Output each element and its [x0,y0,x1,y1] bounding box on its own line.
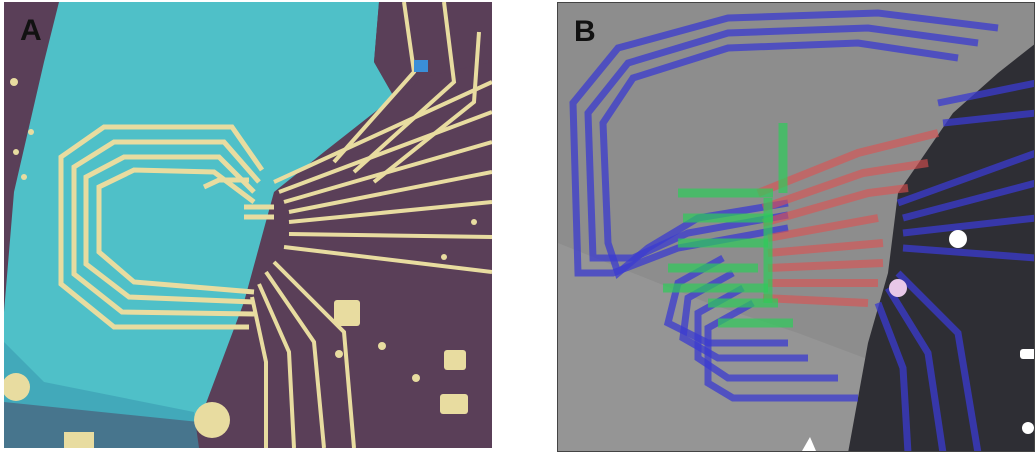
gold-traces [58,124,274,330]
green-traces [663,123,793,328]
red-traces [756,129,939,307]
panel-label-a: A [20,14,42,47]
contact-dots [889,230,1034,434]
radial-leads [250,2,492,448]
panel-a-graphic [4,2,492,448]
panel-a-optical-image: A [4,2,492,448]
blue-traces [569,9,1034,451]
panel-label-b: B [574,15,596,48]
substrate-top-right [374,2,492,97]
corner-marker [802,437,816,451]
panel-b-graphic [558,3,1034,451]
blue-marker [414,60,428,72]
panel-b-sem-overlay: B [557,2,1035,452]
bond-pads [4,78,477,448]
flake-edge [4,342,199,448]
